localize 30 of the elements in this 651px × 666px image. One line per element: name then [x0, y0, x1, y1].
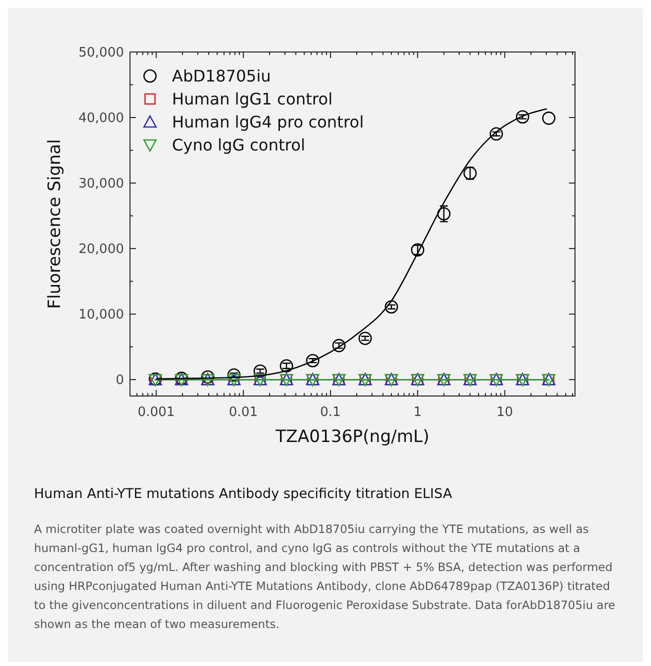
point	[332, 338, 346, 352]
y-tick-label: 20,000	[78, 242, 124, 258]
legend-label: Human lgG1 control	[172, 90, 333, 109]
x-tick-label: 10	[496, 405, 514, 420]
text: A microtiter plate was coated overnight with AbD18705iu carrying the YTE mutations, as well as humanl-gG1, human lgG4 pro control, and cyno lgG as controls without the YTE mutations at a concentration of5 yg/mL. After washing and blocking with PBST + 5% BSA, detection was performed using HRPconjugated Human Anti-YTE Mutations Antibody, clone AbD64789pap (TZA0136P) titrated to the givenconcentrations in diluent and Fluorogenic Peroxidase Substrate. Data forAbD18705iu are shown as the mean of two measurements.	[34, 521, 616, 633]
point	[490, 127, 503, 141]
x-tick-label: 0.001	[138, 405, 175, 420]
legend-label: AbD18705iu	[172, 66, 271, 86]
point	[384, 300, 398, 314]
x-tick-label: 1	[413, 405, 422, 420]
point	[516, 110, 530, 124]
point	[437, 207, 451, 220]
x-tick-label: 0.1	[320, 405, 341, 420]
y-tick-label: 10,000	[78, 308, 124, 323]
y-tick-label: 40,000	[78, 111, 124, 126]
y-tick-label: 30,000	[78, 176, 124, 192]
point	[358, 332, 372, 345]
y-tick-label: 50,000	[78, 46, 124, 61]
text: Human Anti-YTE mutations Antibody specificity titration ELISA	[34, 486, 454, 502]
y-tick-label: 0	[116, 373, 124, 388]
x-axis-title: TZA0136P(ng/mL)	[274, 427, 430, 447]
point	[306, 354, 320, 368]
point	[280, 359, 294, 373]
y-axis-title: Fluorescence Signal	[45, 139, 65, 309]
point	[410, 243, 424, 257]
legend-label: Cyno lgG control	[172, 136, 306, 155]
point	[542, 112, 556, 125]
x-tick-label: 0.01	[228, 405, 258, 420]
point	[254, 364, 267, 378]
legend-label: Human lgG4 pro control	[172, 112, 364, 132]
